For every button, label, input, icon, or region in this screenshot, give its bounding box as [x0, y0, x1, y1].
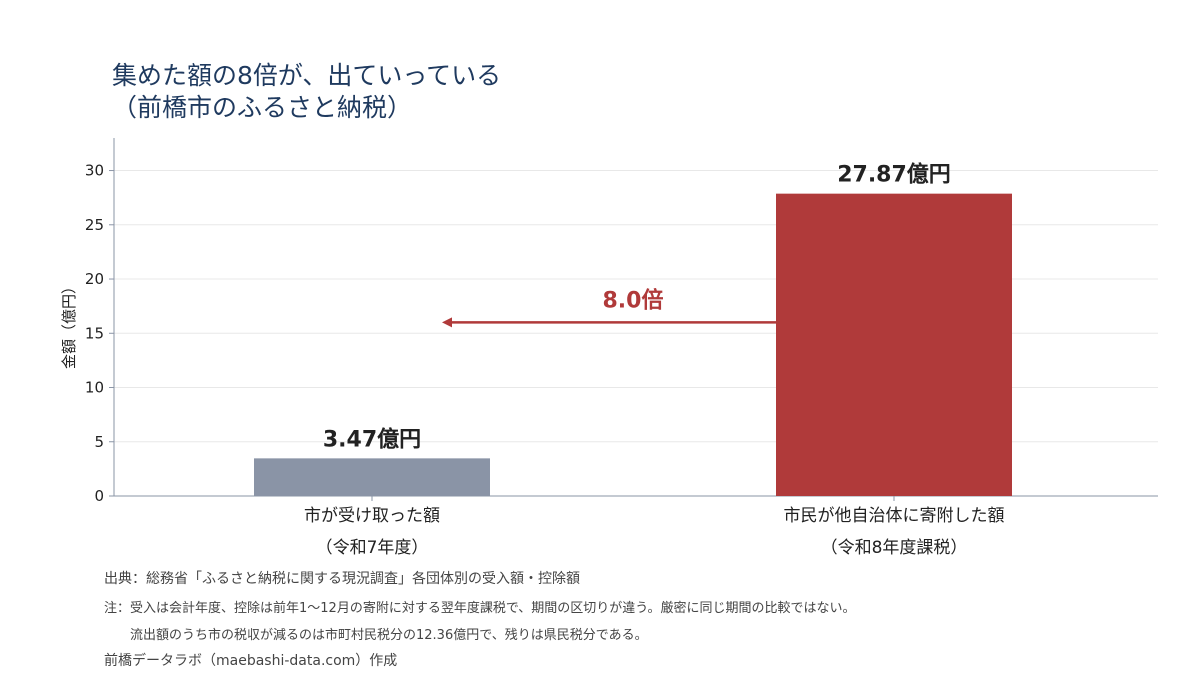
- y-tick-label-15: 15: [85, 324, 104, 342]
- bar-0: [254, 458, 490, 496]
- ratio-annotation: 8.0倍: [442, 287, 776, 328]
- y-tick-label-20: 20: [85, 270, 104, 288]
- category-label-1-0: 市民が他自治体に寄附した額: [784, 506, 1005, 526]
- source-note: 出典：総務省「ふるさと納税に関する現況調査」各団体別の受入額・控除額: [104, 571, 580, 587]
- category-label-0-0: 市が受け取った額: [304, 506, 440, 526]
- ratio-label: 8.0倍: [603, 287, 664, 313]
- y-tick-label-5: 5: [94, 433, 104, 451]
- bar-1: [776, 193, 1012, 497]
- y-tick-label-25: 25: [85, 216, 104, 234]
- category-label-1-1: （令和8年度課税）: [821, 538, 968, 558]
- bars: [254, 193, 1012, 497]
- chart-title: 集めた額の8倍が、出ていっている （前橋市のふるさと納税）: [112, 60, 501, 124]
- tax-note: 流出額のうち市の税収が減るのは市町村民税分の12.36億円で、残りは県民税分であ…: [130, 628, 648, 643]
- y-tick-label-30: 30: [85, 162, 104, 180]
- data-label-1: 27.87億円: [837, 162, 951, 188]
- y-tick-label-0: 0: [94, 487, 104, 505]
- ratio-arrow-head: [442, 317, 452, 328]
- period-note: 注：受入は会計年度、控除は前年1〜12月の寄附に対する翌年度課税で、期間の区切り…: [104, 601, 856, 616]
- credit-note: 前橋データラボ（maebashi-data.com）作成: [104, 653, 398, 669]
- data-label-0: 3.47億円: [323, 426, 421, 452]
- y-ticks: 0 5 10 15 20 25 30: [85, 162, 114, 505]
- chart-title-line2: （前橋市のふるさと納税）: [112, 93, 413, 122]
- y-tick-label-10: 10: [85, 379, 104, 397]
- chart-title-line1: 集めた額の8倍が、出ていっている: [112, 61, 502, 90]
- y-axis-label: 金額（億円）: [60, 279, 78, 369]
- category-label-0-1: （令和7年度）: [316, 538, 429, 558]
